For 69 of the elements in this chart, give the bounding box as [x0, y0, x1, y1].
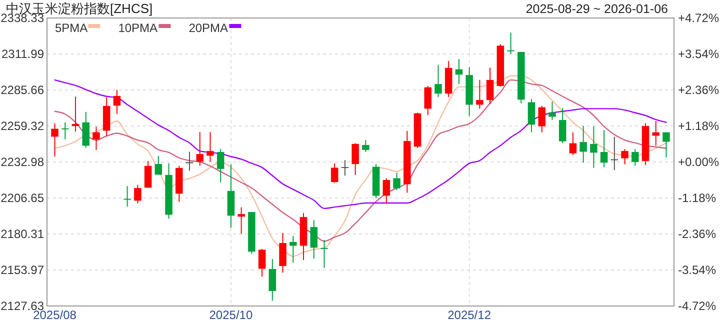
- candlestick: [113, 89, 121, 114]
- y-tick-label: 2180.31: [0, 226, 44, 241]
- candlestick: [434, 64, 442, 98]
- y-tick-label: 2285.66: [0, 82, 44, 97]
- y2-tick-label: +3.54%: [678, 47, 720, 61]
- candlestick: [362, 139, 370, 152]
- candlestick: [62, 122, 69, 140]
- candlestick: [476, 79, 484, 110]
- candlestick: [382, 178, 390, 204]
- candlestick: [124, 186, 131, 208]
- candlestick: [652, 120, 660, 146]
- y2-tick-label: +2.36%: [678, 83, 720, 97]
- candlestick: [455, 58, 463, 85]
- candlestick: [144, 160, 152, 188]
- candlestick: [610, 136, 618, 171]
- candlestick: [92, 126, 100, 150]
- candlestick: [268, 258, 276, 302]
- y2-tick-label: +0.00%: [678, 155, 720, 169]
- candlestick: [662, 132, 670, 158]
- candlestick: [548, 101, 556, 121]
- candlestick: [621, 148, 628, 165]
- candlestick: [310, 220, 318, 260]
- candlestick: [154, 155, 162, 176]
- y-tick-label: 2153.97: [0, 262, 44, 277]
- legend-label: 5PMA: [55, 21, 88, 35]
- candlestick: [569, 132, 577, 156]
- y2-tick-label: -4.72%: [678, 299, 716, 313]
- candlestick: [82, 111, 90, 148]
- x-tick-label: 2025/10: [209, 308, 253, 320]
- y-tick-label: 2206.65: [0, 190, 44, 205]
- candlestick: [238, 206, 245, 234]
- line-series: [54, 79, 667, 210]
- y2-tick-label: +1.18%: [678, 119, 720, 133]
- candlestick: [632, 148, 639, 166]
- y2-tick-label: -3.54%: [678, 263, 716, 277]
- chart-subtitle: 2025-08-29 ~ 2026-01-06: [526, 2, 668, 16]
- candlestick: [580, 126, 587, 164]
- candlestick: [134, 184, 142, 204]
- candlestick: [320, 240, 328, 268]
- y-tick-label: 2311.99: [2, 47, 44, 62]
- candlestick: [290, 236, 297, 264]
- x-tick-label: 2025/12: [448, 308, 492, 320]
- candlestick: [486, 67, 494, 105]
- y2-tick-label: -2.36%: [678, 227, 716, 241]
- candlestick: [558, 108, 566, 144]
- y-tick-label: 2259.32: [0, 118, 44, 133]
- candlestick: [538, 105, 546, 133]
- candlestick: [600, 129, 608, 168]
- candlestick: [206, 132, 214, 162]
- candlestick: [258, 248, 266, 278]
- candlestick: [279, 232, 286, 274]
- candlestick: [528, 98, 536, 133]
- candlestick: [393, 172, 400, 190]
- legend-label: 10PMA: [118, 21, 158, 35]
- candlestick: [51, 122, 58, 158]
- candlestick: [424, 85, 432, 116]
- candlestick: [352, 142, 359, 176]
- y2-tick-label: +4.72%: [678, 11, 720, 25]
- candlestick: [341, 160, 349, 176]
- candlestick: [330, 162, 338, 184]
- y-tick-label: 2232.98: [0, 155, 44, 169]
- candlestick: [196, 132, 204, 166]
- candlestick: [507, 32, 514, 54]
- legend-label: 20PMA: [188, 21, 228, 35]
- candlestick: [72, 96, 80, 132]
- y2-tick-label: -1.18%: [678, 191, 716, 205]
- candlestick: [186, 151, 194, 172]
- candlestick: [216, 148, 224, 183]
- candlestick: [590, 126, 598, 168]
